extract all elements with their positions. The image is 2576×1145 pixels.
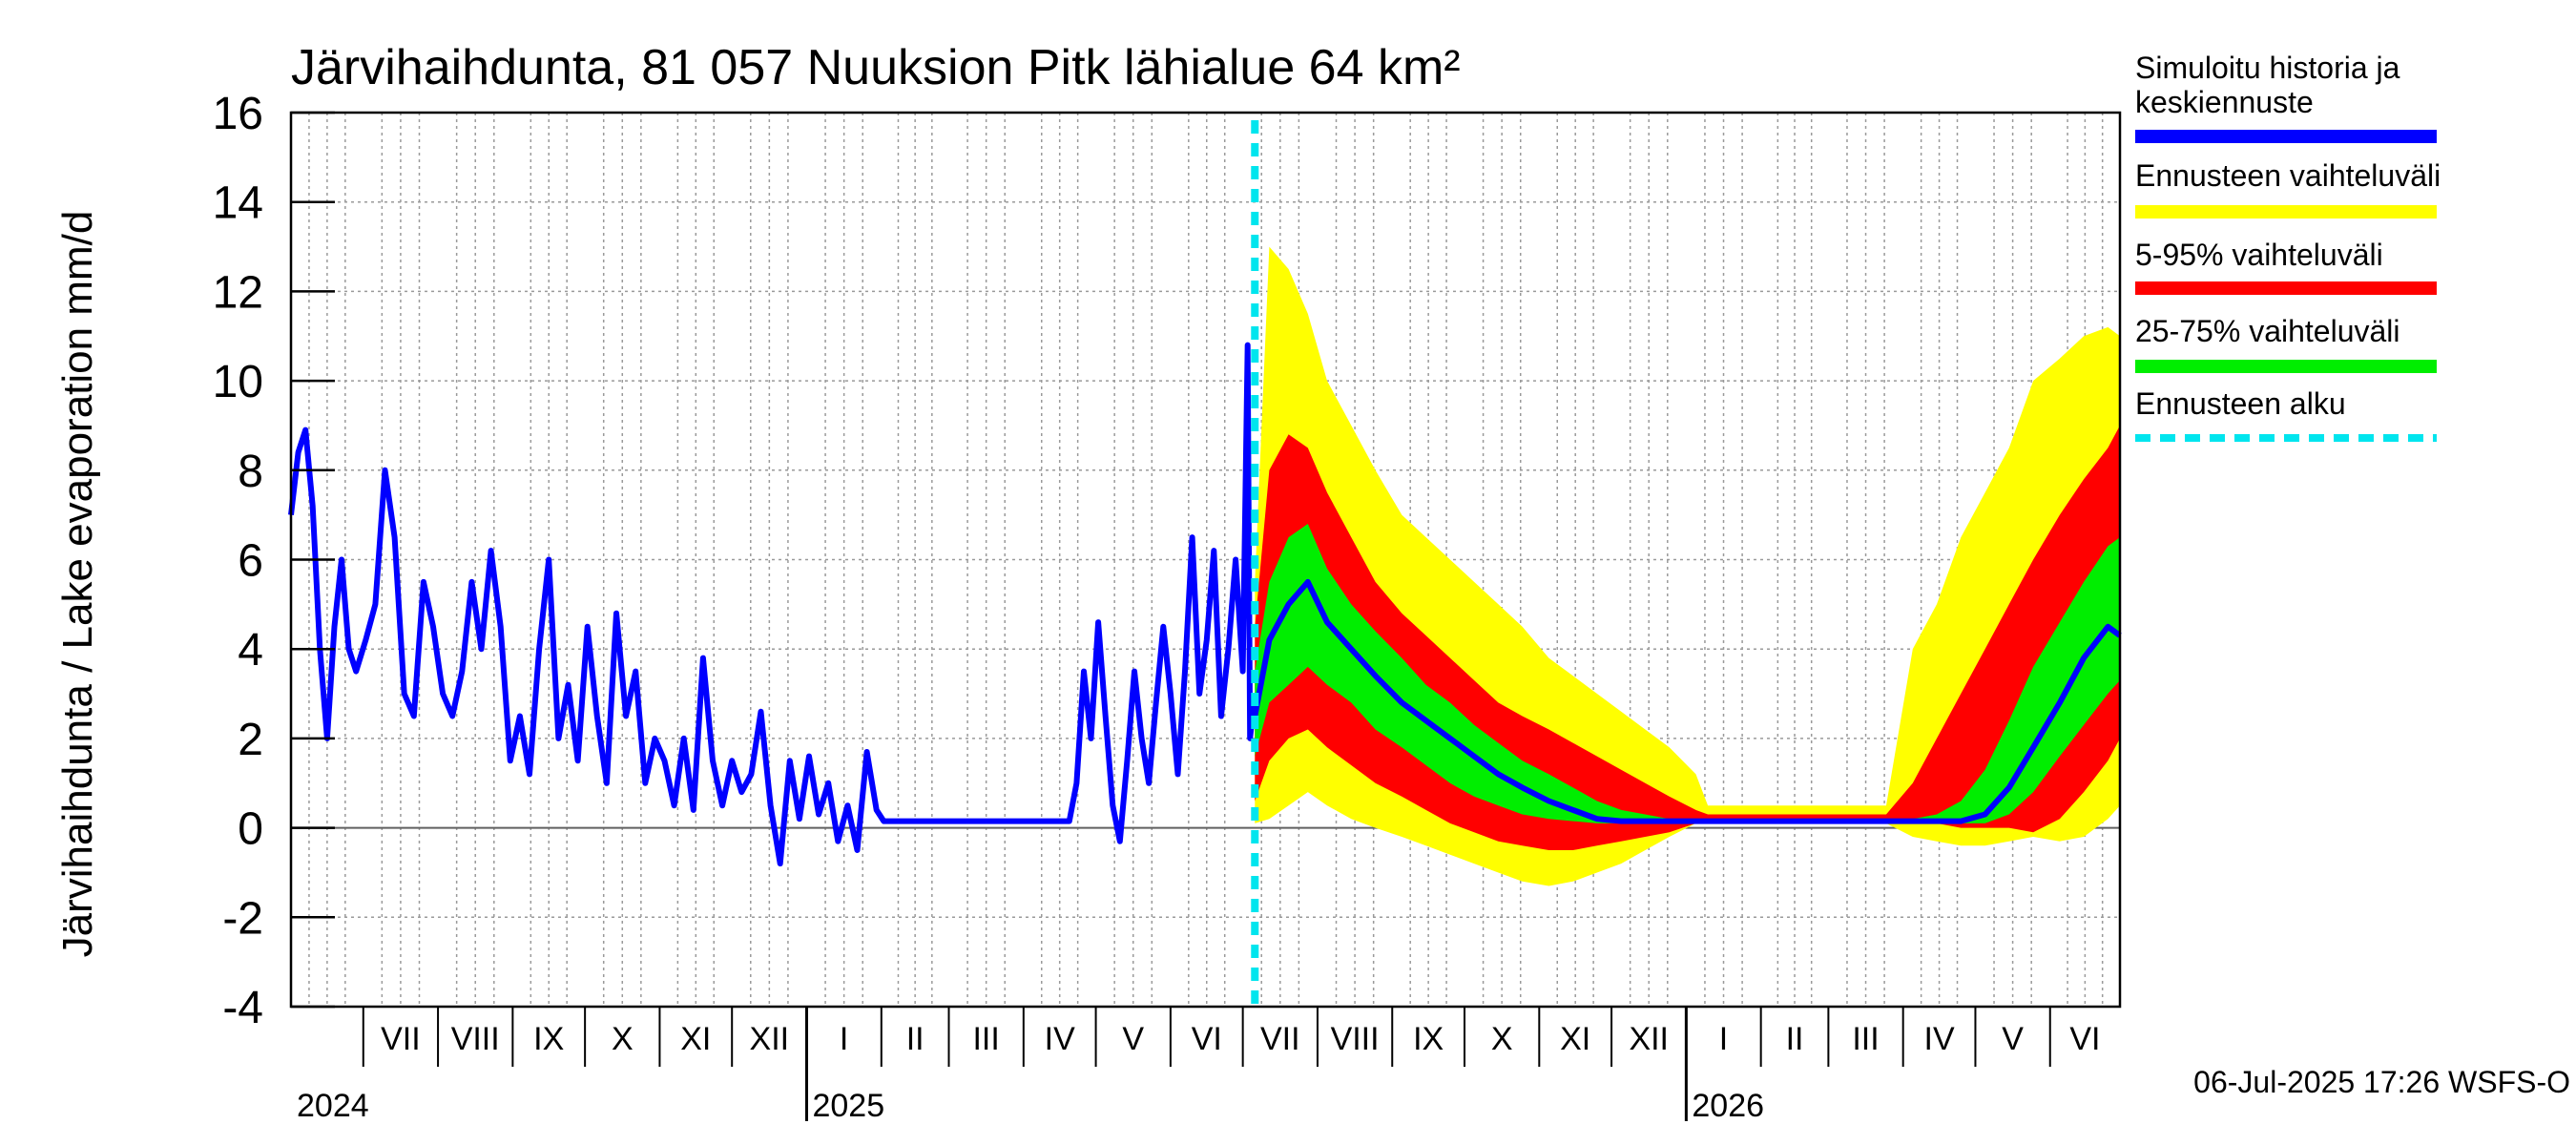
month-label: IX xyxy=(1413,1021,1444,1057)
month-label: IV xyxy=(1924,1021,1955,1057)
month-label: X xyxy=(1491,1021,1513,1057)
y-tick-label: -2 xyxy=(222,893,263,944)
month-label: XI xyxy=(1560,1021,1590,1057)
month-label: VII xyxy=(381,1021,421,1057)
x-axis: VII VIII IX X XI XII I II III IV V VI VII VIII IX X XI XI… xyxy=(297,1007,2100,1124)
month-label: XII xyxy=(1629,1021,1669,1057)
month-label: III xyxy=(972,1021,999,1057)
y-tick-label: 14 xyxy=(213,178,263,229)
year-label: 2025 xyxy=(812,1088,884,1124)
y-tick-label: 10 xyxy=(213,357,263,407)
footer-timestamp: 06-Jul-2025 17:26 WSFS-O xyxy=(2193,1065,2570,1099)
legend-label: Ennusteen vaihteluväli xyxy=(2135,158,2441,193)
y-axis-label: Järvihaihdunta / Lake evaporation mm/d xyxy=(54,211,101,958)
y-tick-label: 6 xyxy=(238,536,263,587)
y-tick-label: 4 xyxy=(238,625,263,676)
month-label: II xyxy=(906,1021,924,1057)
legend-label: keskiennuste xyxy=(2135,85,2314,119)
band-25-75 xyxy=(1255,524,2120,823)
grid xyxy=(291,113,2120,1007)
legend-label: 25-75% vaihteluväli xyxy=(2135,314,2400,348)
month-label: XII xyxy=(750,1021,790,1057)
y-tick-label: 2 xyxy=(238,715,263,765)
month-label: V xyxy=(1122,1021,1144,1057)
month-label: X xyxy=(612,1021,634,1057)
y-tick-label: 8 xyxy=(238,447,263,497)
y-tick-label: -4 xyxy=(222,983,263,1033)
series-lines xyxy=(288,120,2122,1007)
month-label: V xyxy=(2002,1021,2024,1057)
chart-title: Järvihaihdunta, 81 057 Nuuksion Pitk läh… xyxy=(291,40,1461,95)
month-label: II xyxy=(1786,1021,1804,1057)
month-label: XI xyxy=(680,1021,711,1057)
legend-label: 5-95% vaihteluväli xyxy=(2135,238,2383,272)
legend-label: Simuloitu historia ja xyxy=(2135,51,2400,85)
history-line xyxy=(288,342,1258,867)
month-label: VI xyxy=(2069,1021,2100,1057)
month-label: I xyxy=(840,1021,848,1057)
month-label: VI xyxy=(1192,1021,1222,1057)
month-label: IX xyxy=(533,1021,564,1057)
month-label: III xyxy=(1852,1021,1879,1057)
month-label: VIII xyxy=(1331,1021,1380,1057)
month-label: IV xyxy=(1045,1021,1075,1057)
month-label: VIII xyxy=(451,1021,500,1057)
y-tick-label: 12 xyxy=(213,267,263,318)
y-axis-ticks: -4 -2 0 2 4 6 8 10 12 14 16 xyxy=(213,89,335,1033)
forecast-median-line xyxy=(1252,578,2122,824)
month-label: VII xyxy=(1260,1021,1300,1057)
month-label: I xyxy=(1719,1021,1728,1057)
y-tick-label: 0 xyxy=(238,804,263,855)
year-label: 2024 xyxy=(297,1088,369,1124)
year-label: 2026 xyxy=(1692,1088,1764,1124)
y-tick-label: 16 xyxy=(213,89,263,139)
legend-label: Ennusteen alku xyxy=(2135,386,2346,421)
forecast-bands xyxy=(1255,246,2120,886)
